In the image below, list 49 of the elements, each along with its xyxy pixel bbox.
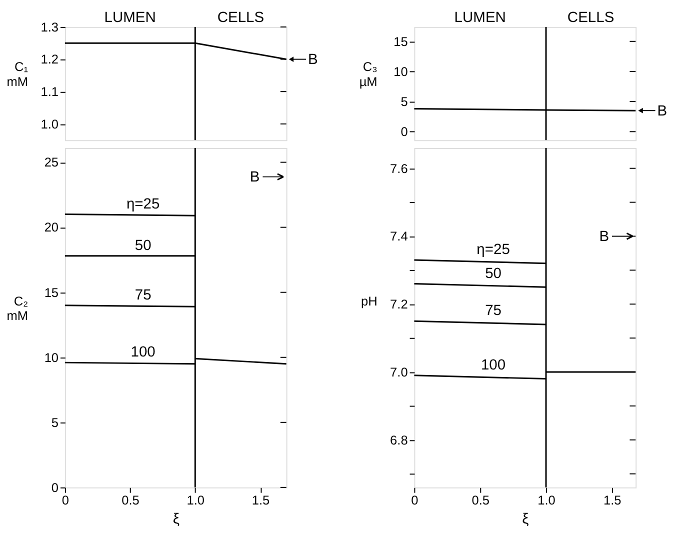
- y-tick-label: 1.3: [40, 19, 59, 34]
- annotation: B: [657, 104, 668, 120]
- y-axis-title: C₃ µM: [359, 59, 378, 89]
- y-tick-label: 25: [44, 154, 59, 170]
- text: LUMEN: [454, 10, 506, 26]
- x-tick-label: 1.0: [538, 492, 556, 508]
- series-label: 75: [485, 303, 502, 320]
- y-tick-label: 10: [44, 350, 59, 365]
- series-label: 100: [480, 357, 506, 374]
- y-axis-title: C₂ mM: [6, 293, 28, 324]
- x-tick-label: 0: [62, 492, 69, 508]
- y-tick-label: 0: [51, 480, 59, 495]
- y-tick-label: 15: [44, 284, 59, 300]
- text: CELLS: [217, 10, 264, 26]
- y-tick-label: 6.8: [390, 432, 408, 448]
- y-tick-label: 1.1: [40, 84, 59, 100]
- y-tick-label: 7.0: [390, 364, 408, 380]
- y-tick-label: 0: [400, 124, 408, 140]
- x-axis-title: ξ: [522, 511, 530, 528]
- annotation: B: [599, 229, 610, 246]
- text: LUMEN: [104, 10, 156, 26]
- y-tick-label: 1.2: [40, 52, 59, 67]
- x-axis-title: ξ: [172, 511, 180, 528]
- y-axis-title: pH: [360, 293, 378, 308]
- series-label: 50: [485, 266, 502, 282]
- y-tick-label: 7.4: [390, 228, 408, 244]
- x-tick-label: 1.0: [186, 492, 205, 508]
- series-label: 75: [134, 287, 152, 304]
- y-tick-label: 1.0: [40, 116, 59, 132]
- y-axis-title: C₁ mM: [6, 59, 28, 89]
- text: CELLS: [567, 10, 614, 26]
- series-label: 50: [134, 238, 152, 254]
- x-tick-label: 0: [411, 492, 418, 508]
- y-tick-label: 7.6: [390, 160, 408, 176]
- y-tick-label: 5: [51, 414, 59, 430]
- y-tick-label: 7.2: [390, 296, 408, 312]
- x-tick-label: 1.5: [603, 492, 622, 508]
- annotation: B: [308, 52, 318, 68]
- series-label: 100: [130, 344, 156, 361]
- annotation: B: [250, 170, 260, 186]
- y-tick-label: 10: [394, 64, 408, 79]
- x-tick-label: 1.5: [252, 492, 270, 508]
- y-tick-label: 5: [400, 94, 408, 109]
- y-tick-label: 20: [44, 220, 59, 235]
- x-tick-label: 0.5: [122, 492, 140, 508]
- series-label: η=25: [476, 242, 510, 258]
- y-tick-label: 15: [394, 34, 408, 49]
- x-tick-label: 0.5: [472, 492, 490, 508]
- series-label: η=25: [126, 196, 160, 212]
